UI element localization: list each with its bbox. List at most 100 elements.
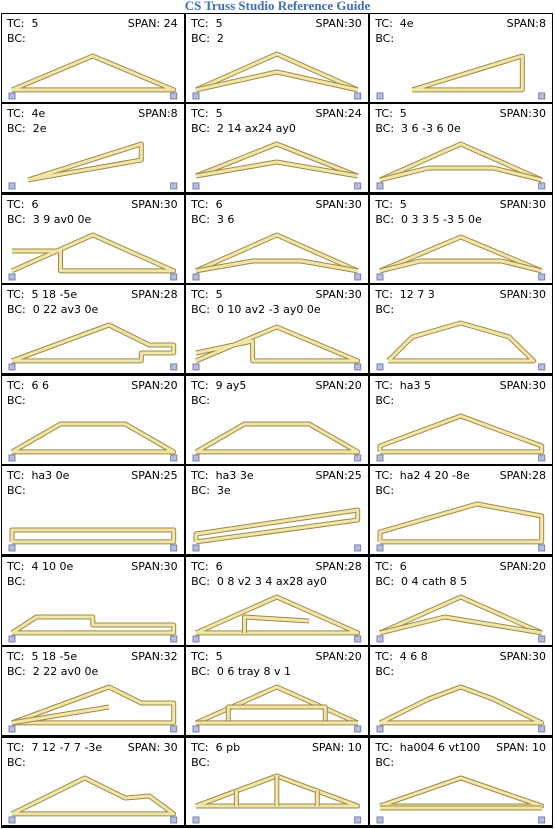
cell-tc: TC: 4e xyxy=(7,107,46,121)
bearing xyxy=(538,363,546,371)
truss-drawing xyxy=(376,501,546,552)
cell-bc: BC: xyxy=(191,393,210,407)
cell-bc: BC: xyxy=(375,484,395,498)
cell-span: SPAN:20 xyxy=(315,650,362,664)
cell-span: SPAN:28 xyxy=(315,559,362,573)
cell-tc: TC: 5 18 -5e xyxy=(7,650,78,664)
bearing xyxy=(538,273,546,281)
truss-drawing xyxy=(376,594,546,643)
truss-member xyxy=(195,595,360,635)
truss-cell: TC: 5 SPAN:30 BC: 3 6 -3 6 0e xyxy=(370,104,552,193)
bearing xyxy=(8,363,16,371)
page-title: CS Truss Studio Reference Guide xyxy=(184,0,371,13)
cell-span: SPAN:30 xyxy=(499,378,546,392)
truss-member xyxy=(10,232,177,274)
truss-cell: TC: ha004 6 vt100 SPAN: 10 BC: xyxy=(370,737,552,826)
truss-member xyxy=(379,259,543,273)
cell-tc: TC: 5 18 -5e xyxy=(7,288,78,302)
bearing xyxy=(354,454,362,462)
bearing xyxy=(170,725,178,733)
truss-cell: TC: ha3 3e SPAN:25 BC: 3e xyxy=(186,466,368,555)
truss-member xyxy=(195,685,359,725)
truss-drawing xyxy=(8,232,178,281)
truss-member xyxy=(379,776,544,808)
bearing xyxy=(376,635,384,643)
bearing xyxy=(538,725,546,733)
truss-cell: TC: 6 pb SPAN: 10 BC: xyxy=(186,737,368,826)
bearing xyxy=(170,92,178,100)
cell-tc: TC: ha004 6 vt100 xyxy=(375,740,481,754)
truss-cell: TC: 5 SPAN:30 BC: 0 10 av2 -3 ay0 0e xyxy=(186,285,368,374)
cell-span: SPAN:30 xyxy=(315,288,362,302)
truss-member xyxy=(11,233,176,273)
cell-bc: BC: xyxy=(375,665,395,679)
cell-tc: TC: 6 xyxy=(191,559,223,573)
truss-cell: TC: 4e SPAN:8 BC: xyxy=(370,14,552,102)
truss-drawing xyxy=(376,234,546,281)
bearing xyxy=(376,273,384,281)
truss-member xyxy=(11,705,110,725)
truss-cell: TC: 5 SPAN: 24 BC: xyxy=(2,14,184,102)
truss-member xyxy=(194,508,360,544)
cell-tc: TC: 9 ay5 xyxy=(191,378,247,392)
cell-tc: TC: 6 xyxy=(375,559,407,573)
truss-drawing xyxy=(192,51,362,100)
bearing xyxy=(170,454,178,462)
bearing xyxy=(538,454,546,462)
truss-member xyxy=(195,325,360,363)
truss-cell: TC: 6 6 SPAN:20 BC: xyxy=(2,375,184,464)
truss-member xyxy=(379,684,545,726)
truss-drawing xyxy=(376,320,546,371)
truss-drawing xyxy=(376,53,546,100)
bearing xyxy=(376,544,384,552)
cell-bc: BC: 0 8 v2 3 4 ax28 ay0 xyxy=(191,574,327,588)
truss-member xyxy=(412,54,525,92)
truss-cell: TC: 6 SPAN:30 BC: 3 6 xyxy=(186,194,368,283)
truss-member xyxy=(379,685,544,725)
cell-span: SPAN:28 xyxy=(131,288,178,302)
cell-span: SPAN: 10 xyxy=(311,740,362,754)
cell-span: SPAN:25 xyxy=(315,469,362,483)
cell-span: SPAN:30 xyxy=(499,197,546,211)
cell-bc: BC: xyxy=(7,755,26,769)
cell-span: SPAN: 24 xyxy=(127,17,178,30)
truss-member xyxy=(379,615,543,635)
cell-bc: BC: xyxy=(7,393,26,407)
truss-drawing xyxy=(8,614,178,643)
bearing xyxy=(8,182,16,190)
truss-member xyxy=(195,259,359,273)
cell-tc: TC: 5 xyxy=(191,107,223,121)
cell-span: SPAN: 10 xyxy=(496,740,546,754)
bearing xyxy=(354,815,362,823)
cell-tc: TC: 6 xyxy=(191,197,223,211)
bearing xyxy=(376,92,384,100)
bearing xyxy=(8,454,16,462)
truss-drawing xyxy=(192,324,362,371)
truss-member xyxy=(243,615,310,633)
cell-span: SPAN:30 xyxy=(315,197,362,211)
bearing xyxy=(376,182,384,190)
truss-cell: TC: ha3 0e SPAN:25 BC: xyxy=(2,466,184,555)
truss-cell: TC: 5 18 -5e SPAN:28 BC: 0 22 av3 0e xyxy=(2,285,184,374)
truss-cell: TC: 5 SPAN:30 BC: 0 3 3 5 -3 5 0e xyxy=(370,194,552,283)
bearing xyxy=(170,363,178,371)
cell-bc: BC: xyxy=(375,303,395,317)
cell-tc: TC: ha3 0e xyxy=(7,469,70,483)
cell-span: SPAN:8 xyxy=(138,107,178,121)
truss-drawing xyxy=(8,527,178,552)
truss-member xyxy=(379,775,545,809)
cell-tc: TC: 12 7 3 xyxy=(375,288,435,302)
cell-bc: BC: 2 xyxy=(191,32,224,45)
truss-member xyxy=(11,615,176,635)
cell-tc: TC: 5 xyxy=(7,17,39,30)
truss-drawing xyxy=(192,507,362,552)
truss-drawing xyxy=(192,684,362,733)
truss-member xyxy=(379,166,543,182)
truss-member xyxy=(10,528,176,544)
bearing xyxy=(192,635,200,643)
truss-member xyxy=(377,413,545,455)
cell-span: SPAN:20 xyxy=(131,378,178,392)
cell-span: SPAN:25 xyxy=(131,469,178,483)
cell-span: SPAN:30 xyxy=(499,650,546,664)
truss-cell: TC: 4 6 8 SPAN:30 BC: xyxy=(370,647,552,736)
